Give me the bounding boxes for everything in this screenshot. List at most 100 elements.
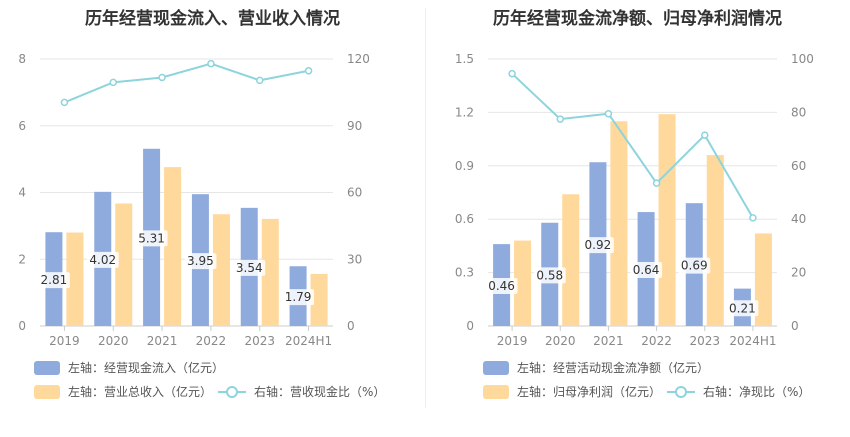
y-right-tick-label: 60: [347, 186, 362, 200]
data-label-background: [581, 237, 614, 254]
y-left-tick-label: 1.2: [455, 105, 474, 119]
y-right-tick-label: 0: [791, 319, 799, 333]
data-label: 0.69: [681, 259, 708, 273]
ratio-point: [158, 73, 166, 82]
x-tick-label: 2024H1: [729, 334, 776, 348]
x-tick-label: 2024H1: [285, 334, 332, 348]
data-label-background: [485, 278, 518, 295]
y-right-tick-label: 30: [347, 252, 362, 266]
legend-label-cash-ratio: 右轴：营收现金比（%）: [254, 385, 386, 399]
data-label-background: [726, 300, 759, 317]
y-right-tick-label: 100: [791, 52, 814, 66]
legend-swatch-revenue: [34, 384, 60, 399]
data-label-background: [37, 272, 70, 289]
panel-divider: [425, 8, 426, 408]
y-left-tick-label: 4: [18, 186, 26, 200]
ratio-point: [109, 78, 117, 87]
data-label: 4.02: [89, 253, 116, 267]
chart-2-legend: 左轴：经营活动现金流净额（亿元） 左轴：归母净利润（亿元） 右轴：净现比（%）: [425, 0, 850, 437]
legend-label-revenue: 左轴：营业总收入（亿元）: [68, 385, 213, 399]
legend-item-net-profit[interactable]: 左轴：归母净利润（亿元）: [483, 383, 661, 400]
data-label-background: [233, 259, 266, 276]
data-label: 5.31: [138, 231, 165, 245]
legend-line-icon-net-cash-ratio: [667, 385, 695, 399]
ratio-point: [604, 109, 613, 118]
bar-series-2: [562, 194, 580, 326]
ratio-point: [556, 115, 564, 123]
x-tick-label: 2020: [545, 334, 576, 348]
data-label: 0.58: [536, 268, 563, 282]
data-label-background: [630, 262, 663, 279]
legend-swatch-net-operating-cash: [483, 360, 509, 375]
y-left-tick-label: 0: [18, 319, 26, 333]
legend-swatch-cash-inflow: [34, 360, 60, 375]
data-label: 0.64: [633, 263, 660, 277]
y-right-tick-label: 60: [791, 159, 806, 173]
data-label: 3.54: [236, 261, 263, 275]
data-label-background: [135, 230, 168, 247]
x-tick-label: 2022: [641, 334, 672, 348]
legend-item-net-cash-ratio[interactable]: 右轴：净现比（%）: [667, 383, 810, 400]
ratio-point: [701, 131, 709, 139]
x-tick-label: 2020: [98, 334, 129, 348]
y-left-tick-label: 6: [18, 119, 26, 133]
ratio-point: [207, 59, 215, 68]
y-right-tick-label: 90: [347, 119, 362, 133]
ratio-point: [256, 76, 264, 85]
ratio-point: [508, 69, 516, 78]
chart-1-cash-inflow-revenue: 0 2 4 6 8 0 30 60 90 120 2019 2.81 2020 4.02 2021 5.31 2…: [18, 52, 370, 348]
y-right-tick-label: 80: [791, 105, 806, 119]
legend-item-revenue[interactable]: 左轴：营业总收入（亿元）: [34, 383, 212, 400]
x-tick-label: 2023: [244, 334, 275, 348]
y-left-tick-label: 8: [18, 52, 26, 66]
ratio-point: [749, 214, 757, 222]
ratio-point: [652, 179, 661, 187]
y-left-tick-label: 0.3: [455, 266, 474, 280]
data-label: 0.46: [488, 279, 515, 293]
data-label-background: [282, 289, 315, 306]
data-label: 2.81: [41, 273, 68, 287]
y-left-tick-label: 2: [18, 252, 26, 266]
bar-series-2: [66, 232, 84, 326]
y-left-tick-label: 0: [466, 319, 474, 333]
data-label-background: [678, 257, 711, 274]
legend-line-icon-cash-ratio: [218, 385, 246, 399]
bar-series-2: [115, 203, 133, 326]
bar-series-2: [514, 240, 532, 326]
data-label-background: [86, 251, 119, 268]
y-right-tick-label: 0: [347, 319, 355, 333]
chart-2-title: 历年经营现金流净额、归母净利润情况: [493, 9, 782, 29]
bar-series-2: [261, 218, 279, 326]
data-label: 0.92: [585, 238, 612, 252]
legend-item-cash-ratio[interactable]: 右轴：营收现金比（%）: [218, 383, 385, 400]
x-tick-label: 2019: [497, 334, 528, 348]
data-label-background: [533, 267, 566, 284]
data-label: 1.79: [285, 290, 312, 304]
bar-series-2: [212, 214, 230, 326]
legend-label-net-operating-cash: 左轴：经营活动现金流净额（亿元）: [517, 361, 710, 375]
legend-label-cash-inflow: 左轴：经营现金流入（亿元）: [68, 361, 225, 375]
x-tick-label: 2021: [147, 334, 178, 348]
y-right-tick-label: 120: [347, 52, 370, 66]
legend-label-net-cash-ratio: 右轴：净现比（%）: [703, 385, 811, 399]
data-label: 3.95: [187, 254, 214, 268]
bar-series-2: [610, 121, 628, 326]
ratio-line: [511, 72, 754, 219]
y-left-tick-label: 0.9: [455, 159, 474, 173]
bar-series-2: [310, 273, 328, 326]
ratio-point: [304, 67, 313, 75]
ratio-point: [60, 98, 69, 107]
bar-series-2: [164, 167, 182, 326]
legend-item-net-operating-cash[interactable]: 左轴：经营活动现金流净额（亿元）: [483, 359, 709, 376]
x-tick-label: 2019: [49, 334, 80, 348]
bar-series-2: [754, 233, 772, 326]
x-tick-label: 2022: [196, 334, 227, 348]
chart-1-title: 历年经营现金流入、营业收入情况: [85, 9, 340, 29]
ratio-line: [64, 62, 309, 104]
y-left-tick-label: 1.5: [455, 52, 474, 66]
y-right-tick-label: 40: [791, 212, 806, 226]
data-label-background: [184, 253, 217, 270]
legend-item-cash-inflow[interactable]: 左轴：经营现金流入（亿元）: [34, 359, 224, 376]
data-label: 0.21: [729, 301, 756, 315]
y-left-tick-label: 0.6: [455, 212, 474, 226]
